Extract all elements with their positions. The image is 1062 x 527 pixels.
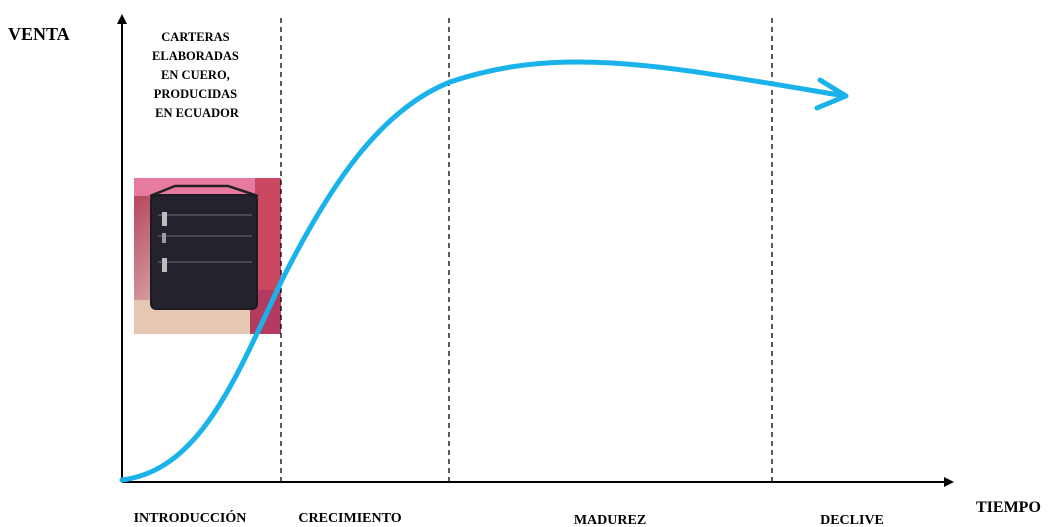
sales-curve-arrowhead-icon (814, 77, 849, 111)
stage-label-madurez: MADUREZ (574, 513, 646, 527)
y-axis-label: VENTA (8, 24, 70, 44)
stage-dividers (280, 18, 773, 482)
x-axis-label: TIEMPO (976, 499, 1041, 516)
handbag-photo (134, 178, 281, 334)
sales-curve (119, 59, 848, 483)
product-note-line: PRODUCIDAS (154, 87, 237, 101)
product-note: CARTERAS ELABORADAS EN CUERO, PRODUCIDAS… (152, 30, 242, 120)
stage-label-crecimiento: CRECIMIENTO (298, 511, 401, 526)
stage-label-declive: DECLIVE (820, 513, 884, 527)
product-note-line: ELABORADAS (152, 49, 239, 63)
product-note-line: EN CUERO, (161, 68, 230, 82)
product-note-line: EN ECUADOR (155, 106, 240, 120)
stage-label-introduccion: INTRODUCCIÓN (134, 509, 247, 526)
product-note-line: CARTERAS (161, 30, 229, 44)
